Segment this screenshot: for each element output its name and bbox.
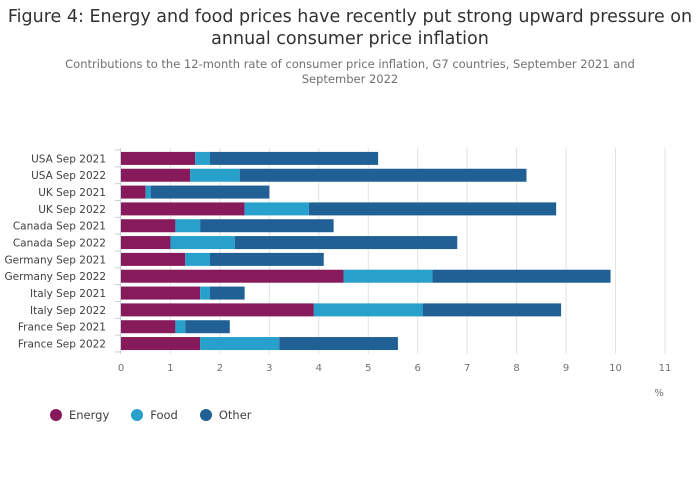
bar-food[interactable] [195, 151, 211, 165]
x-tick-label: 6 [415, 363, 421, 374]
bar-other[interactable] [210, 252, 324, 266]
x-tick-label: 8 [513, 363, 519, 374]
legend-label: Food [150, 408, 178, 422]
bar-energy[interactable] [121, 236, 171, 250]
legend-label: Energy [69, 408, 110, 422]
category-label: Canada Sep 2022 [13, 238, 106, 250]
bar-other[interactable] [200, 219, 334, 233]
legend-marker-icon [50, 409, 62, 421]
bar-other[interactable] [234, 236, 458, 250]
bar-food[interactable] [170, 236, 235, 250]
x-tick-label: 5 [365, 363, 371, 374]
bar-food[interactable] [244, 202, 309, 216]
bar-food[interactable] [175, 219, 201, 233]
x-tick-label: 7 [464, 363, 470, 374]
legend-marker-icon [199, 409, 212, 421]
bar-other[interactable] [279, 337, 398, 351]
bar-food[interactable] [313, 303, 423, 317]
bar-energy[interactable] [121, 202, 245, 216]
bar-other[interactable] [239, 168, 527, 182]
x-axis-unit-label: % [654, 388, 664, 399]
bar-other[interactable] [150, 185, 270, 199]
chart-title: Figure 4: Energy and food prices have re… [7, 7, 693, 49]
category-label: Germany Sep 2022 [5, 271, 106, 283]
labels: 0 1 2 3 4 5 6 7 8 9 10 11% USA Sep 2021 USA Sep 2022 U… [5, 153, 672, 399]
bars [121, 151, 611, 351]
x-tick-label: 10 [609, 363, 622, 374]
chart-subtitle: Contributions to the 12-month rate of co… [65, 57, 635, 86]
bar-food[interactable] [145, 185, 151, 199]
x-tick-label: 2 [217, 363, 223, 374]
bar-other[interactable] [210, 286, 245, 300]
category-label: USA Sep 2021 [31, 153, 106, 165]
bar-energy[interactable] [121, 219, 176, 233]
legend-item-food[interactable]: Food [131, 408, 178, 422]
legend-item-energy[interactable]: Energy [50, 408, 109, 422]
bar-energy[interactable] [121, 286, 201, 300]
legend-marker-icon [131, 409, 144, 421]
x-tick-label: 9 [563, 363, 569, 374]
bar-energy[interactable] [121, 303, 314, 317]
x-tick-label: 4 [316, 363, 322, 374]
category-label: France Sep 2022 [18, 339, 106, 351]
bar-food[interactable] [185, 252, 211, 266]
bar-food[interactable] [200, 337, 280, 351]
category-label: UK Sep 2022 [38, 204, 106, 216]
legend-label: Other [218, 408, 252, 422]
category-label: UK Sep 2021 [38, 187, 106, 199]
bar-food[interactable] [175, 320, 186, 334]
category-label: Germany Sep 2021 [5, 254, 106, 266]
bar-food[interactable] [190, 168, 240, 182]
bar-other[interactable] [308, 202, 557, 216]
bar-other[interactable] [432, 269, 611, 283]
legend: Energy Food Other [50, 408, 274, 422]
bar-energy[interactable] [121, 337, 201, 351]
x-tick-label: 3 [266, 363, 272, 374]
bar-other[interactable] [422, 303, 562, 317]
bar-other[interactable] [210, 151, 379, 165]
category-label: Canada Sep 2021 [13, 221, 106, 233]
bar-food[interactable] [343, 269, 433, 283]
axes [115, 148, 121, 354]
x-tick-label: 11 [659, 363, 672, 374]
gridlines [169, 148, 666, 354]
bar-energy[interactable] [121, 320, 176, 334]
bar-food[interactable] [200, 286, 211, 300]
category-label: Italy Sep 2022 [30, 305, 106, 317]
category-label: USA Sep 2022 [31, 170, 106, 182]
bar-chart: 0 1 2 3 4 5 6 7 8 9 10 11% USA Sep 2021 USA Sep 2022 U… [5, 148, 672, 399]
bar-energy[interactable] [121, 252, 186, 266]
legend-item-other[interactable]: Other [199, 408, 252, 422]
bar-energy[interactable] [121, 168, 191, 182]
bar-energy[interactable] [121, 185, 146, 199]
x-tick-label: 0 [118, 363, 124, 374]
category-label: Italy Sep 2021 [30, 288, 106, 300]
category-label: France Sep 2021 [18, 322, 106, 334]
bar-energy[interactable] [121, 151, 196, 165]
bar-other[interactable] [185, 320, 230, 334]
bar-energy[interactable] [121, 269, 344, 283]
x-tick-label: 1 [167, 363, 173, 374]
